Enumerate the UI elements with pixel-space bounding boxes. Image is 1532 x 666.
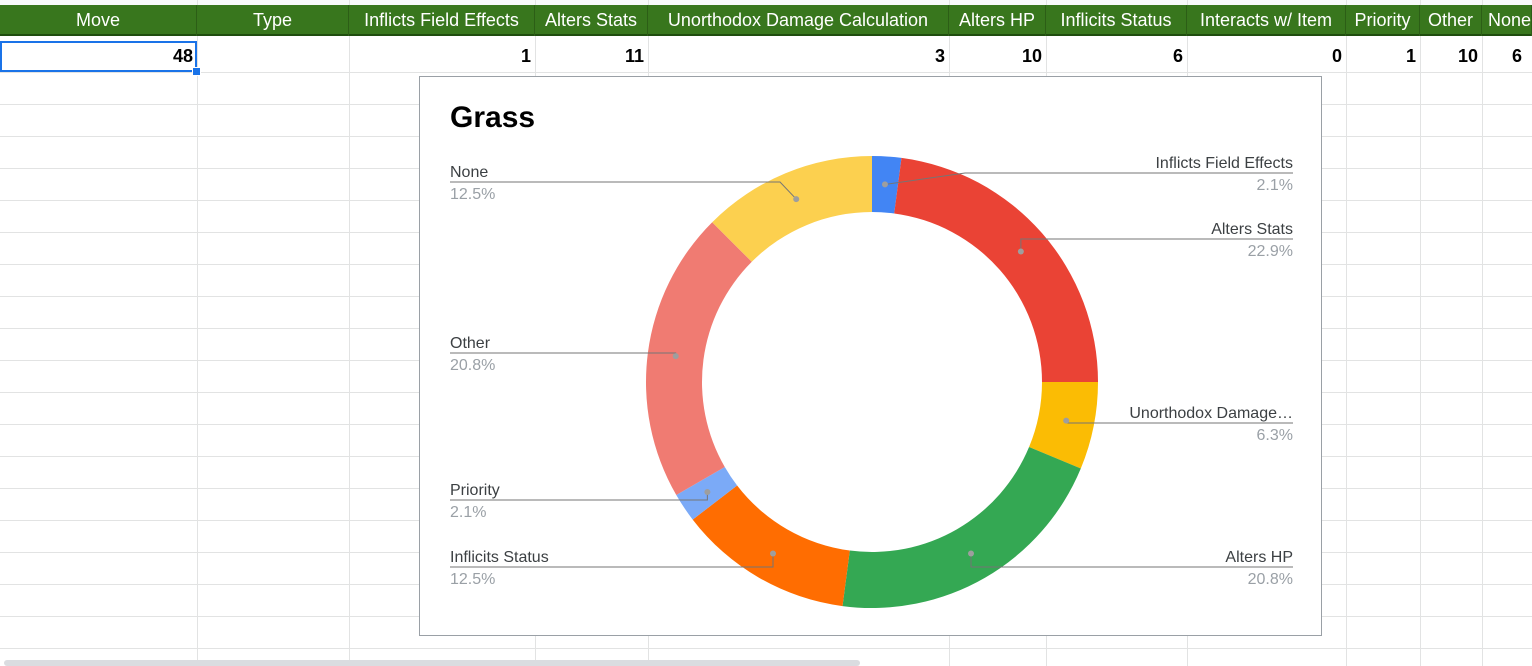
slice-label: Other: [450, 335, 491, 352]
leader-line: [970, 553, 1293, 568]
slice-label: Alters Stats: [1211, 221, 1293, 238]
leader-dot: [770, 550, 776, 557]
leader-dot: [672, 353, 679, 360]
leader-line: [450, 181, 797, 200]
donut-slice[interactable]: [1029, 382, 1098, 469]
slice-percent: 2.1%: [1257, 177, 1293, 194]
leader-line: [450, 352, 677, 357]
column-divider: [349, 0, 350, 666]
slice-label: None: [450, 164, 488, 181]
donut-slice[interactable]: [646, 222, 752, 496]
header-cell[interactable]: Inflicits Status: [1046, 5, 1187, 36]
column-divider: [1346, 0, 1347, 666]
chart-title: Grass: [450, 101, 536, 134]
header-cell[interactable]: None: [1482, 5, 1532, 36]
data-cell[interactable]: 11: [624, 46, 644, 66]
leader-dot: [704, 489, 711, 496]
leader-line: [884, 172, 1293, 185]
slice-percent: 6.3%: [1257, 427, 1293, 444]
slice-label: Priority: [450, 482, 500, 499]
data-cell[interactable]: 6: [1172, 46, 1183, 66]
data-cell[interactable]: 6: [1512, 46, 1523, 66]
slice-label: Unorthodox Damage…: [1129, 405, 1293, 422]
leader-dot: [1017, 248, 1024, 255]
header-cell[interactable]: Other: [1420, 5, 1482, 36]
header-cell[interactable]: Inflicts Field Effects: [349, 5, 535, 36]
leader-dot: [793, 196, 800, 203]
header-cell[interactable]: Alters HP: [949, 5, 1046, 36]
leader-dot: [881, 181, 888, 188]
column-divider: [1482, 0, 1483, 666]
column-divider: [197, 0, 198, 666]
data-cell[interactable]: 10: [1457, 46, 1478, 66]
data-cell[interactable]: 1: [1405, 46, 1416, 66]
column-divider: [1420, 0, 1421, 666]
slice-percent: 20.8%: [1248, 571, 1293, 588]
header-cell[interactable]: Unorthodox Damage Calculation: [648, 5, 949, 36]
data-cell[interactable]: 10: [1021, 46, 1042, 66]
data-cell[interactable]: 3: [934, 46, 945, 66]
header-cell[interactable]: Interacts w/ Item: [1187, 5, 1346, 36]
header-cell[interactable]: Priority: [1346, 5, 1420, 36]
slice-label: Alters HP: [1225, 549, 1293, 566]
slice-label: Inflicits Status: [450, 549, 549, 566]
leader-dot: [968, 550, 974, 557]
slice-percent: 12.5%: [450, 186, 495, 203]
slice-percent: 2.1%: [450, 504, 486, 521]
selection-fill-handle[interactable]: [192, 67, 201, 76]
chart-svg: Inflicts Field Effects 2.1% Alters Stats 22…: [450, 155, 1293, 608]
donut-chart[interactable]: Grass Inflicts Field Effects 2.1% Alters S…: [419, 76, 1322, 636]
donut-slice[interactable]: [894, 157, 1098, 382]
slice-percent: 12.5%: [450, 571, 495, 588]
leader-dot: [1063, 417, 1070, 424]
data-row-1: 48 1 11 3 10 6 0 1 10 6: [0, 41, 1532, 76]
data-cell[interactable]: 1: [520, 46, 531, 66]
data-cell[interactable]: [197, 41, 349, 72]
slice-percent: 20.8%: [450, 357, 495, 374]
donut-slice[interactable]: [692, 485, 850, 607]
horizontal-scrollbar[interactable]: [4, 660, 860, 666]
slice-label: Inflicts Field Effects: [1155, 155, 1293, 172]
data-cell[interactable]: 0: [1331, 46, 1342, 66]
slice-percent: 22.9%: [1248, 243, 1293, 260]
header-cell[interactable]: Move: [0, 5, 197, 36]
leader-line: [450, 553, 774, 568]
header-row: Move Type Inflicts Field Effects Alters Sta…: [0, 5, 1532, 36]
donut-slice[interactable]: [842, 447, 1081, 608]
donut-slice[interactable]: [712, 156, 872, 262]
data-cell[interactable]: 48: [0, 41, 197, 72]
leader-line: [1020, 238, 1293, 252]
header-cell[interactable]: Type: [197, 5, 349, 36]
header-cell[interactable]: Alters Stats: [535, 5, 648, 36]
